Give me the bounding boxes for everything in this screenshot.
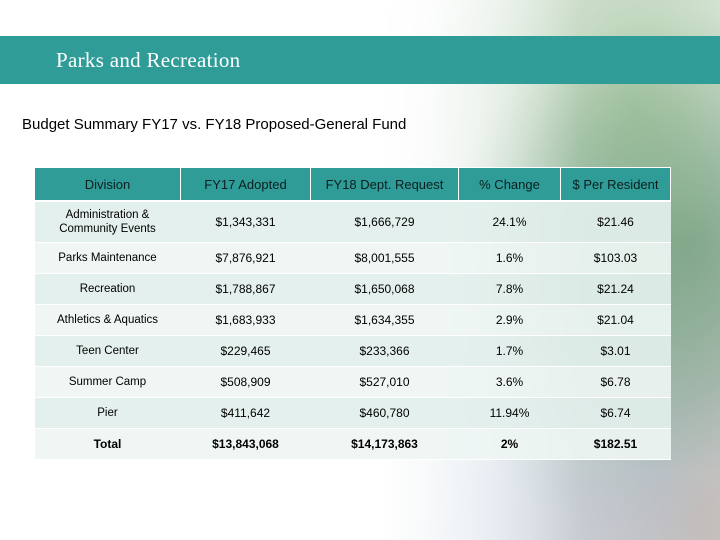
change-cell: 1.6% [458,242,561,274]
per-resident-cell: $6.78 [560,366,671,398]
division-cell: Administration & Community Events [34,201,181,243]
division-cell: Recreation [34,273,181,305]
table-row: Athletics & Aquatics $1,683,933 $1,634,3… [34,304,671,336]
table-row: Teen Center $229,465 $233,366 1.7% $3.01 [34,335,671,367]
column-header-division: Division [34,167,181,202]
table-row: Recreation $1,788,867 $1,650,068 7.8% $2… [34,273,671,305]
total-label: Total [34,428,181,460]
fy17-cell: $508,909 [180,366,311,398]
table-row: Summer Camp $508,909 $527,010 3.6% $6.78 [34,366,671,398]
budget-table: Division FY17 Adopted FY18 Dept. Request… [34,167,671,460]
change-cell: 7.8% [458,273,561,305]
per-resident-cell: $6.74 [560,397,671,429]
change-cell: 11.94% [458,397,561,429]
division-cell: Pier [34,397,181,429]
change-cell: 24.1% [458,201,561,243]
fy17-cell: $1,683,933 [180,304,311,336]
division-cell: Athletics & Aquatics [34,304,181,336]
fy17-cell: $411,642 [180,397,311,429]
table-row: Pier $411,642 $460,780 11.94% $6.74 [34,397,671,429]
fy18-cell: $233,366 [310,335,459,367]
change-cell: 2.9% [458,304,561,336]
division-cell: Parks Maintenance [34,242,181,274]
column-header-fy17-adopted: FY17 Adopted [180,167,311,202]
per-resident-cell: $21.04 [560,304,671,336]
table-header-row: Division FY17 Adopted FY18 Dept. Request… [34,167,671,202]
per-resident-cell: $3.01 [560,335,671,367]
change-cell: 1.7% [458,335,561,367]
total-change: 2% [458,428,561,460]
fy17-cell: $1,343,331 [180,201,311,243]
budget-subtitle: Budget Summary FY17 vs. FY18 Proposed-Ge… [22,116,407,133]
table-row: Parks Maintenance $7,876,921 $8,001,555 … [34,242,671,274]
fy17-cell: $229,465 [180,335,311,367]
fy18-cell: $527,010 [310,366,459,398]
total-row: Total $13,843,068 $14,173,863 2% $182.51 [34,428,671,460]
total-fy18: $14,173,863 [310,428,459,460]
division-cell: Teen Center [34,335,181,367]
fy18-cell: $8,001,555 [310,242,459,274]
column-header-fy18-request: FY18 Dept. Request [310,167,459,202]
fy18-cell: $1,634,355 [310,304,459,336]
total-fy17: $13,843,068 [180,428,311,460]
change-cell: 3.6% [458,366,561,398]
column-header-per-resident: $ Per Resident [560,167,671,202]
fy17-cell: $1,788,867 [180,273,311,305]
per-resident-cell: $21.46 [560,201,671,243]
total-per-resident: $182.51 [560,428,671,460]
per-resident-cell: $21.24 [560,273,671,305]
fy18-cell: $1,650,068 [310,273,459,305]
division-cell: Summer Camp [34,366,181,398]
per-resident-cell: $103.03 [560,242,671,274]
fy18-cell: $460,780 [310,397,459,429]
page-title: Parks and Recreation [56,48,241,72]
fy17-cell: $7,876,921 [180,242,311,274]
table-row: Administration & Community Events $1,343… [34,201,671,243]
title-banner [0,36,720,84]
fy18-cell: $1,666,729 [310,201,459,243]
column-header-percent-change: % Change [458,167,561,202]
